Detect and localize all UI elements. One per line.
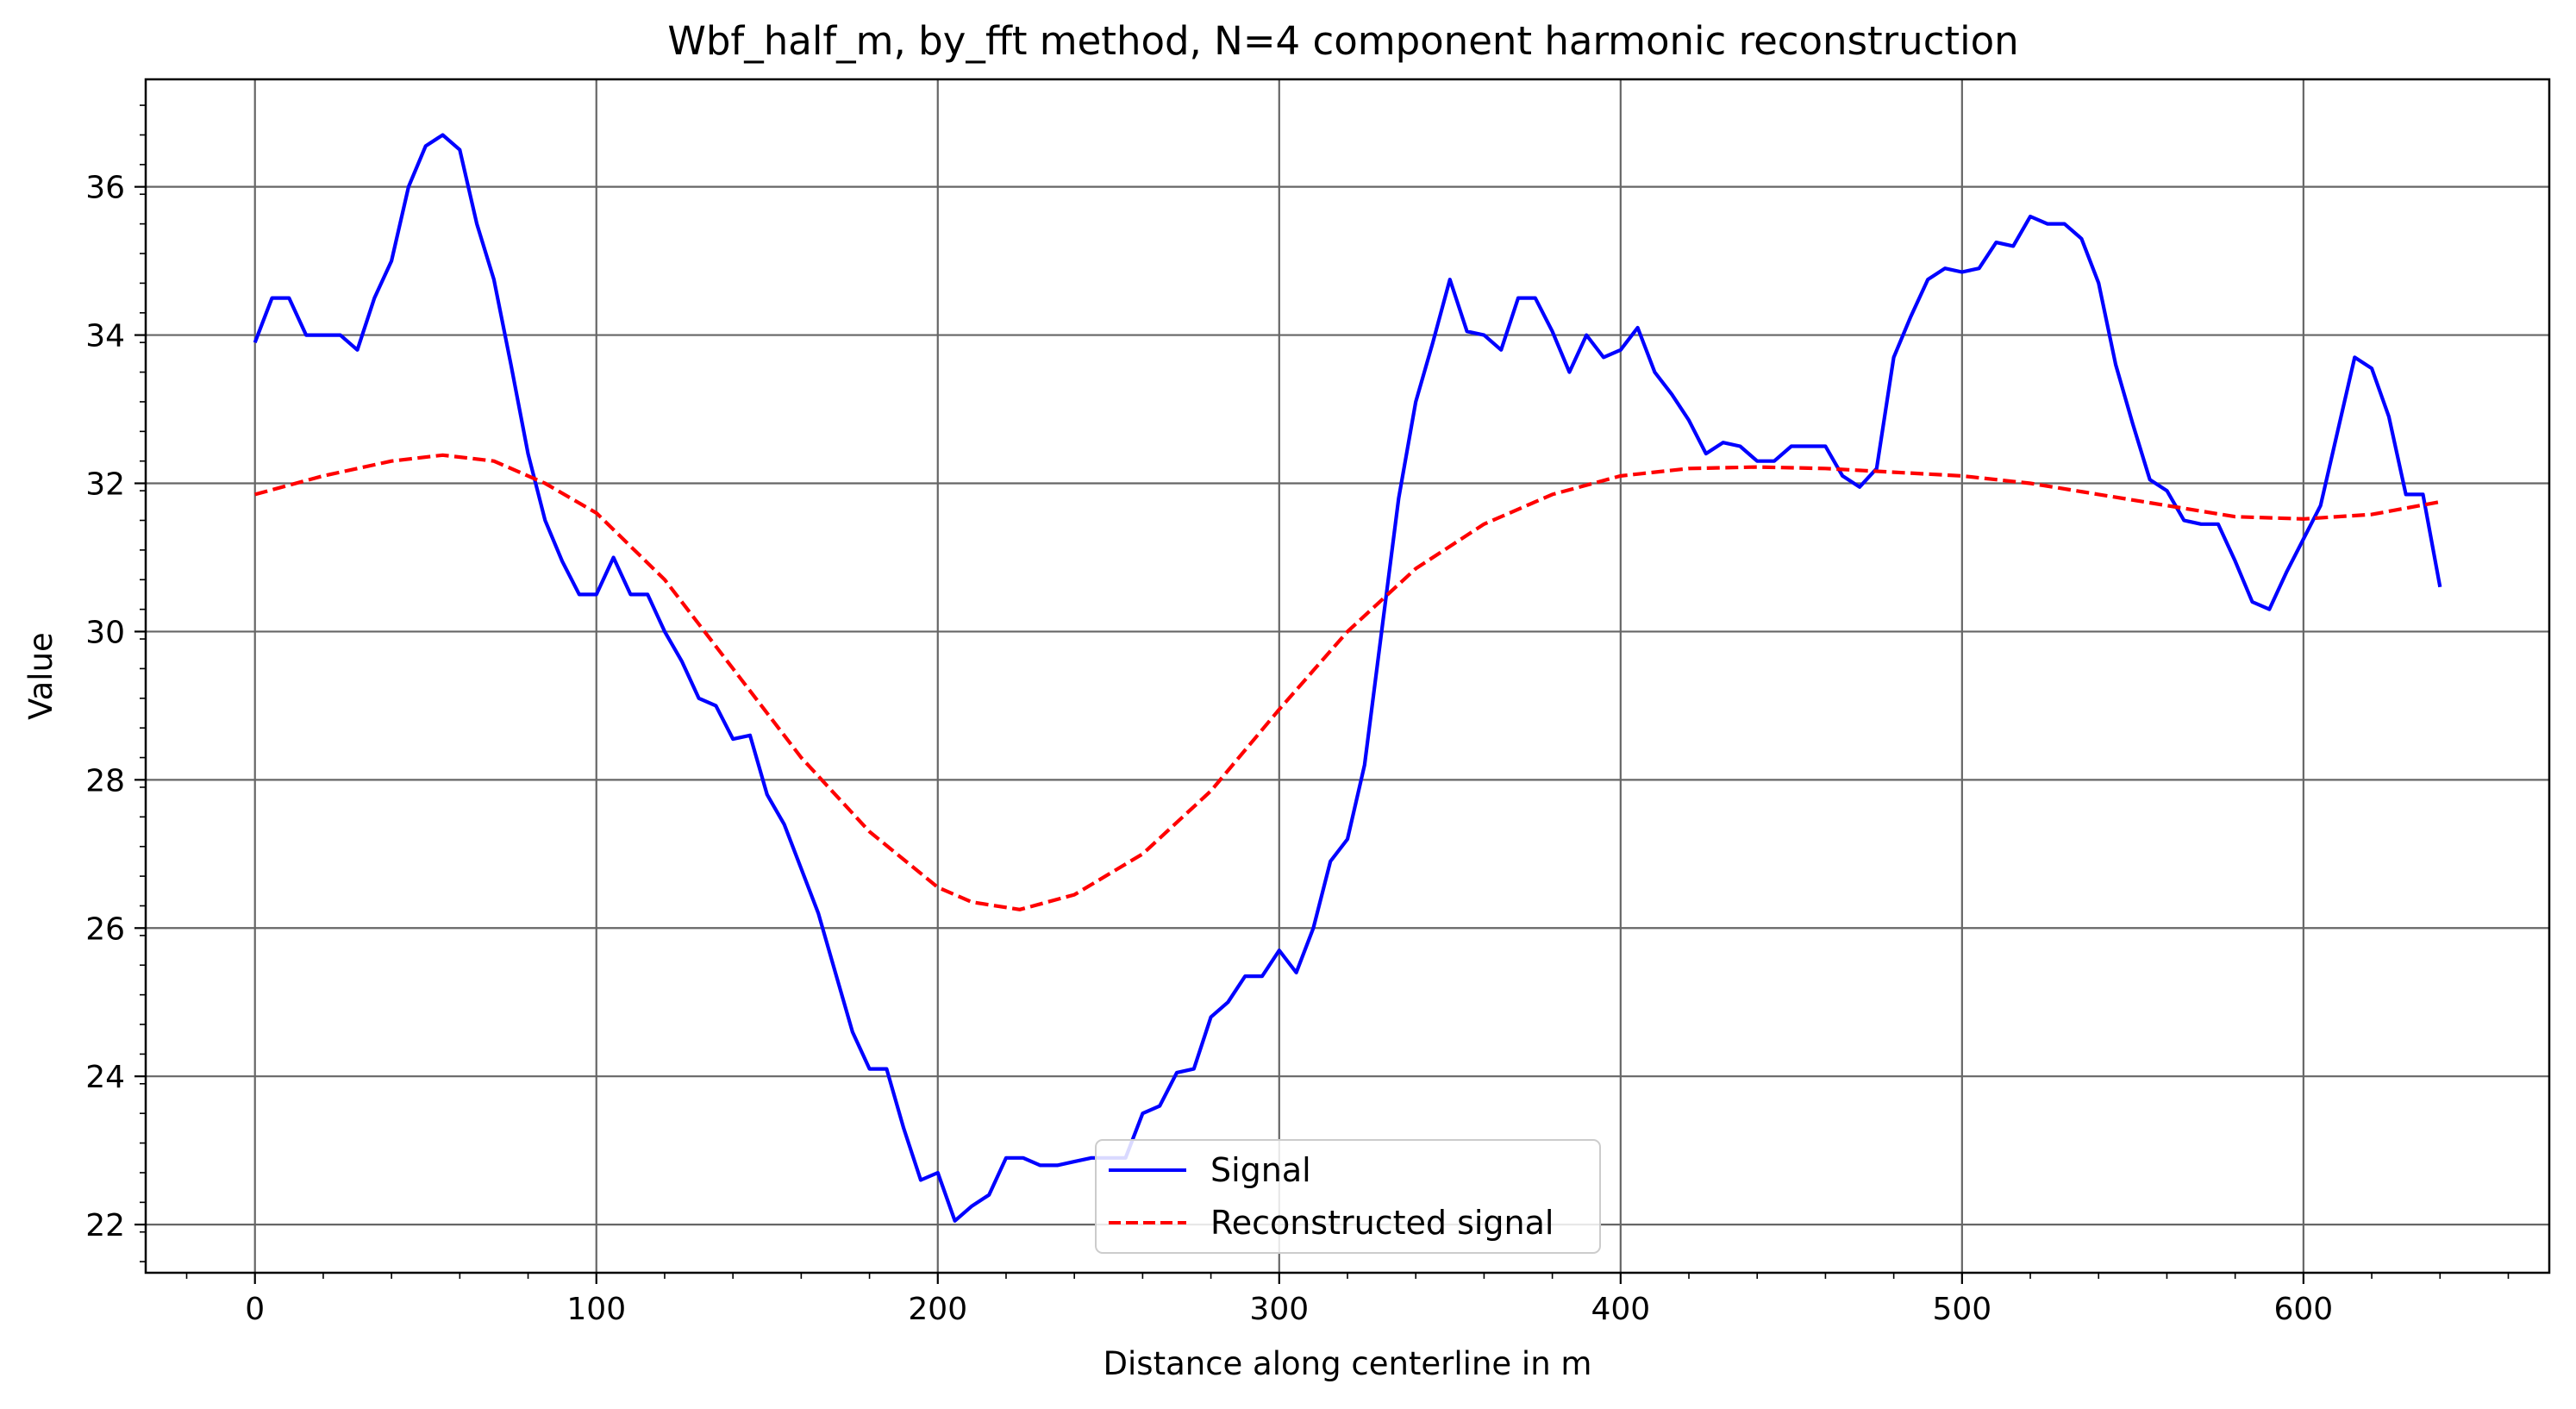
x-tick-label: 400 [1591,1292,1650,1327]
x-tick-label: 100 [566,1292,626,1327]
series-line-signal [253,133,2442,1223]
x-tick-label: 600 [2274,1292,2334,1327]
x-axis-label: Distance along centerline in m [1104,1345,1592,1382]
x-tick-label: 200 [908,1292,967,1327]
x-tick-label: 500 [1932,1292,1991,1327]
y-tick-label: 22 [85,1208,125,1243]
y-tick-label: 36 [85,171,125,206]
legend-label-signal: Signal [1210,1151,1311,1189]
legend: Signal Reconstructed signal [1095,1139,1601,1254]
x-tick-label: 300 [1249,1292,1309,1327]
legend-box [1095,1139,1601,1254]
y-tick-label: 34 [85,319,125,354]
chart-title: Wbf_half_m, by_fft method, N=4 component… [667,18,2018,64]
y-tick-label: 32 [85,467,125,502]
y-tick-label: 28 [85,763,125,798]
grid [146,79,2549,1273]
legend-label-reconstructed: Reconstructed signal [1210,1204,1554,1242]
x-tick-label: 0 [245,1292,265,1327]
y-tick-label: 24 [85,1060,125,1095]
y-tick-label: 30 [85,615,125,650]
axis-ticks: 0 100 200 300 400 500 600 22 24 26 28 30 32 34 36 [85,104,2510,1327]
series-group [253,133,2442,1223]
y-tick-label: 26 [85,911,125,947]
y-axis-label: Value [22,632,59,720]
series-line-reconstructed [254,453,2441,911]
